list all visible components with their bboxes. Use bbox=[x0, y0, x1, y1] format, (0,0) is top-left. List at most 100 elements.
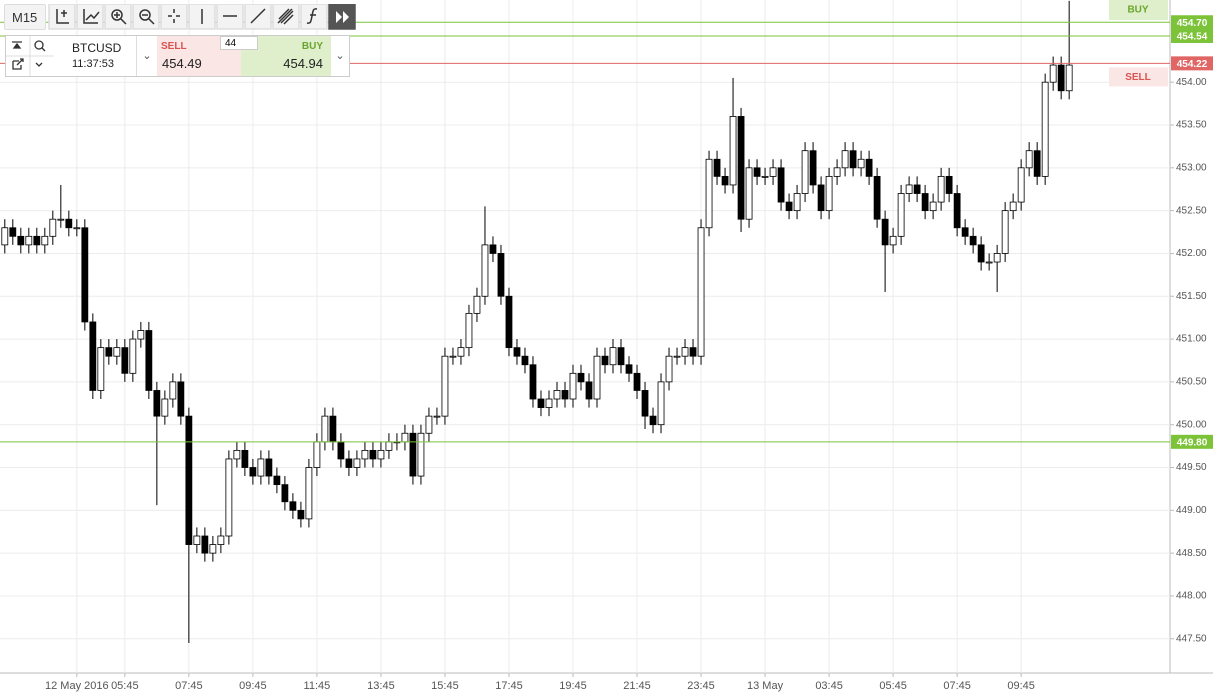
quantity-input[interactable]: 44 bbox=[220, 36, 258, 50]
candle-body bbox=[817, 184, 825, 212]
tool-button[interactable] bbox=[272, 4, 300, 30]
candle-body bbox=[377, 449, 385, 460]
candle-body bbox=[233, 449, 241, 460]
candle-body bbox=[889, 235, 897, 246]
candle-body bbox=[921, 193, 929, 212]
candle-body bbox=[1001, 210, 1009, 254]
candle-body bbox=[1065, 64, 1073, 92]
candle-body bbox=[1009, 201, 1017, 212]
candle-body bbox=[289, 501, 297, 511]
candle-body bbox=[865, 158, 873, 177]
candle-body bbox=[761, 175, 769, 178]
candle-body bbox=[457, 347, 465, 357]
candle-body bbox=[209, 544, 217, 554]
candle-body bbox=[977, 244, 985, 263]
candle-body bbox=[169, 381, 177, 400]
candle-body bbox=[1, 227, 9, 246]
icon[interactable] bbox=[12, 41, 22, 49]
candle-body bbox=[313, 441, 321, 468]
y-tick-label: 451.00 bbox=[1176, 334, 1207, 345]
candle-body bbox=[473, 295, 481, 314]
candles bbox=[1, 0, 1073, 644]
x-tick-label: 07:45 bbox=[175, 680, 203, 692]
candle-body bbox=[513, 347, 521, 357]
candle-body bbox=[641, 390, 649, 417]
dropdown[interactable]: ⌄ bbox=[335, 50, 345, 62]
candle-body bbox=[97, 347, 105, 391]
candle-body bbox=[305, 467, 313, 520]
icon[interactable] bbox=[34, 40, 44, 50]
candle-body bbox=[601, 355, 609, 366]
icon[interactable] bbox=[35, 62, 43, 67]
candle-body bbox=[777, 167, 785, 203]
candle-body bbox=[785, 201, 793, 212]
toolbar-icons bbox=[48, 4, 356, 30]
timeframe: M15 bbox=[12, 10, 38, 25]
x-tick-label: 23:45 bbox=[687, 680, 715, 692]
tool-button[interactable] bbox=[328, 4, 356, 30]
candle-body bbox=[1025, 150, 1033, 169]
tool-button[interactable] bbox=[300, 4, 328, 30]
tool-button[interactable] bbox=[160, 4, 188, 30]
candle-body bbox=[561, 390, 569, 400]
candle-body bbox=[249, 467, 257, 477]
price-axis bbox=[1170, 0, 1213, 695]
x-tick-label: 07:45 bbox=[943, 680, 971, 692]
trade-panel: BTCUSD 11:37:53 ⌄ SELL 454.49 BUY 454.94… bbox=[5, 35, 350, 77]
candle-body bbox=[1057, 64, 1065, 92]
candle-body bbox=[505, 295, 513, 349]
icon bbox=[277, 8, 294, 25]
price-tag-label: 449.80 bbox=[1177, 437, 1208, 448]
symbol: BTCUSD bbox=[72, 41, 122, 55]
tool-button[interactable] bbox=[132, 4, 160, 30]
candle-body bbox=[841, 150, 849, 169]
dropdown[interactable]: ⌄ bbox=[136, 36, 157, 76]
candle-body bbox=[41, 235, 49, 246]
candle-body bbox=[529, 364, 537, 400]
candle-body bbox=[905, 184, 913, 194]
candle-body bbox=[145, 330, 153, 391]
icon bbox=[142, 14, 155, 25]
candle-body bbox=[201, 535, 209, 554]
icon bbox=[56, 9, 69, 24]
candle-body bbox=[241, 449, 249, 468]
sell-label: SELL bbox=[161, 41, 187, 52]
icon bbox=[250, 8, 266, 24]
candle-body bbox=[681, 347, 689, 357]
grid bbox=[0, 0, 1170, 673]
icon bbox=[41, 47, 46, 52]
candle-body bbox=[329, 415, 337, 443]
icon bbox=[306, 8, 318, 24]
candle-body bbox=[449, 355, 457, 358]
candle-body bbox=[729, 116, 737, 186]
candle-body bbox=[497, 253, 505, 297]
candle-body bbox=[625, 364, 633, 374]
candle-body bbox=[297, 509, 305, 520]
candle-body bbox=[25, 235, 33, 246]
y-tick-label: 448.50 bbox=[1176, 548, 1207, 559]
order-tag bbox=[1109, 0, 1168, 20]
price-tag bbox=[1171, 15, 1213, 30]
candle-body bbox=[617, 347, 625, 366]
buy-label: BUY bbox=[301, 41, 323, 52]
candle-body bbox=[649, 415, 657, 426]
tool-button[interactable] bbox=[48, 4, 76, 30]
price-tag bbox=[1171, 434, 1213, 449]
candle-body bbox=[33, 235, 41, 246]
icon bbox=[111, 9, 123, 21]
candle-body bbox=[49, 218, 57, 237]
x-tick-label: 11:45 bbox=[304, 680, 331, 692]
x-tick-label: 12 May 2016 bbox=[45, 680, 109, 692]
candle-body bbox=[577, 372, 585, 383]
y-tick-label: 452.00 bbox=[1176, 248, 1207, 259]
candle-body bbox=[9, 227, 17, 237]
icon[interactable] bbox=[12, 58, 24, 70]
candle-body bbox=[441, 355, 449, 417]
timeframe-button[interactable]: M15 bbox=[4, 4, 46, 30]
candle-body bbox=[721, 175, 729, 186]
candle-body bbox=[481, 244, 489, 297]
candle-body bbox=[969, 235, 977, 246]
tool-button[interactable] bbox=[104, 4, 132, 30]
